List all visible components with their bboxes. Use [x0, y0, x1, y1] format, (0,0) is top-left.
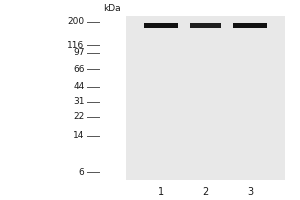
- Text: 1: 1: [158, 187, 164, 197]
- Text: 22: 22: [74, 112, 85, 121]
- Bar: [144, 23, 178, 28]
- Text: 14: 14: [73, 131, 85, 140]
- Text: kDa: kDa: [103, 4, 121, 13]
- Text: 200: 200: [68, 17, 85, 26]
- Text: 2: 2: [202, 187, 208, 197]
- Text: 6: 6: [79, 168, 85, 177]
- Text: 66: 66: [73, 65, 85, 74]
- Bar: [233, 23, 267, 28]
- Bar: [190, 23, 220, 28]
- Text: 97: 97: [73, 48, 85, 57]
- Text: 44: 44: [74, 82, 85, 91]
- Text: 116: 116: [68, 41, 85, 50]
- Text: 3: 3: [247, 187, 253, 197]
- Text: 31: 31: [73, 97, 85, 106]
